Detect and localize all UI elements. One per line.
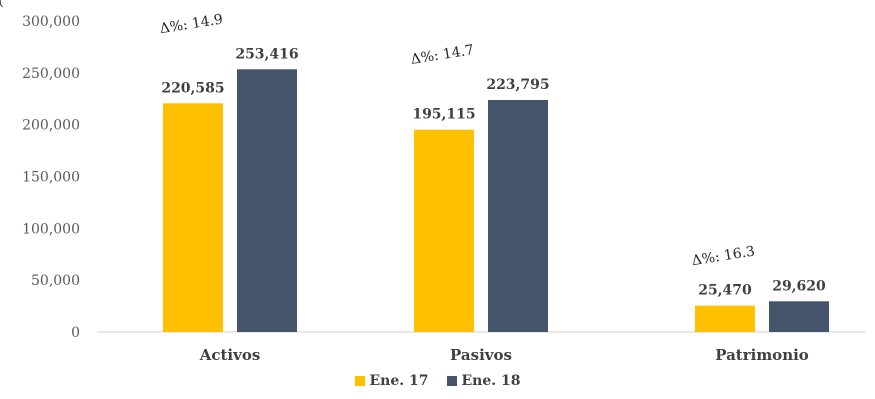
bar-ene17-pasivos bbox=[414, 129, 474, 332]
x-tick-label: Activos bbox=[199, 346, 261, 364]
data-label: 253,416 bbox=[235, 46, 298, 62]
bars: 220,585 253,416 195,115 223,795 25,470 29,620 bbox=[161, 46, 829, 333]
bar-ene18-patrimonio bbox=[769, 301, 829, 332]
clipped-heading-text: ( bbox=[0, 0, 4, 9]
data-label: 25,470 bbox=[698, 283, 752, 299]
y-tick-label: 250,000 bbox=[22, 66, 80, 82]
legend-swatch-ene17 bbox=[354, 376, 365, 386]
bar-ene17-activos bbox=[163, 103, 223, 333]
y-tick-label: 0 bbox=[71, 325, 80, 341]
x-axis-labels: Activos Pasivos Patrimonio bbox=[199, 346, 809, 364]
y-tick-label: 50,000 bbox=[31, 273, 80, 289]
data-label: 195,115 bbox=[412, 107, 475, 123]
y-tick-label: 100,000 bbox=[22, 221, 80, 237]
data-label: 223,795 bbox=[486, 77, 549, 93]
data-label: 220,585 bbox=[161, 80, 224, 96]
x-tick-label: Pasivos bbox=[450, 346, 512, 364]
y-tick-label: 200,000 bbox=[22, 118, 80, 134]
variation-label: Δ%: 14.7 bbox=[410, 42, 475, 68]
variation-label: Δ%: 14.9 bbox=[159, 11, 224, 37]
legend-label-ene18: Ene. 18 bbox=[461, 373, 521, 389]
legend-item-ene17: Ene. 17 bbox=[354, 373, 429, 389]
bar-ene18-activos bbox=[237, 69, 297, 332]
variation-label: Δ%: 16.3 bbox=[691, 243, 756, 269]
bar-ene17-patrimonio bbox=[695, 305, 755, 332]
legend: Ene. 17 Ene. 18 bbox=[0, 373, 875, 389]
y-tick-label: 150,000 bbox=[22, 170, 80, 186]
x-tick-label: Patrimonio bbox=[715, 346, 809, 364]
legend-label-ene17: Ene. 17 bbox=[369, 373, 429, 389]
y-axis: 0 50,000 100,000 150,000 200,000 250,000 300,0… bbox=[22, 14, 80, 341]
legend-swatch-ene18 bbox=[446, 376, 457, 386]
legend-item-ene18: Ene. 18 bbox=[446, 373, 521, 389]
bar-ene18-pasivos bbox=[488, 99, 548, 333]
data-label: 29,620 bbox=[772, 278, 826, 294]
y-tick-label: 300,000 bbox=[22, 14, 80, 30]
